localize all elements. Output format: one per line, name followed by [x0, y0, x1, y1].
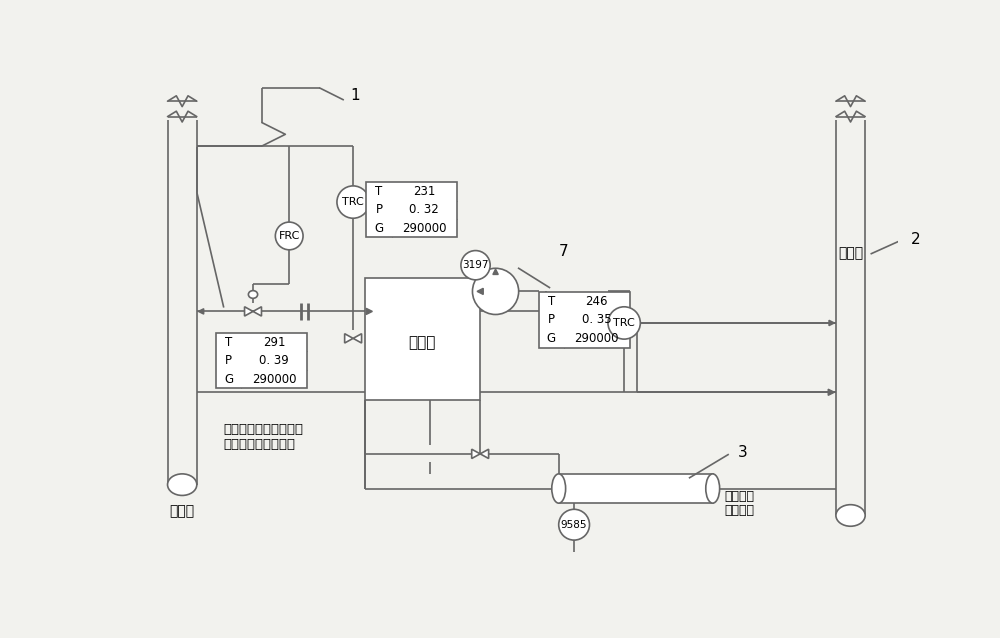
Text: 稳定塔: 稳定塔: [838, 247, 863, 261]
Text: TRC: TRC: [342, 197, 364, 207]
Text: P: P: [375, 204, 382, 216]
Polygon shape: [829, 320, 834, 325]
Text: 290000: 290000: [252, 373, 296, 385]
Ellipse shape: [836, 505, 865, 526]
Polygon shape: [198, 309, 204, 314]
Ellipse shape: [248, 291, 258, 299]
Text: P: P: [548, 313, 555, 327]
Text: 0. 39: 0. 39: [259, 354, 289, 367]
Text: 291: 291: [263, 336, 285, 349]
Polygon shape: [366, 308, 372, 315]
Bar: [216, 333, 307, 389]
Bar: [539, 292, 630, 348]
Ellipse shape: [168, 474, 197, 496]
Circle shape: [275, 222, 303, 250]
Text: G: G: [224, 373, 233, 385]
Text: 231: 231: [413, 185, 436, 198]
Polygon shape: [477, 288, 483, 295]
Polygon shape: [253, 307, 261, 316]
Text: 3197: 3197: [462, 260, 489, 271]
Text: 290000: 290000: [402, 222, 447, 235]
Ellipse shape: [706, 474, 720, 503]
Text: T: T: [548, 295, 555, 308]
Text: 稳定塔塔: 稳定塔塔: [724, 490, 754, 503]
Text: 一中段油自分馏塔抚出: 一中段油自分馏塔抚出: [224, 423, 304, 436]
Text: 1: 1: [351, 88, 360, 103]
Text: G: G: [547, 332, 556, 345]
Text: T: T: [225, 336, 232, 349]
Text: 分馏塔: 分馏塔: [170, 505, 195, 519]
Text: P: P: [225, 354, 232, 367]
Text: FRC: FRC: [279, 231, 300, 241]
Text: G: G: [374, 222, 383, 235]
Text: TRC: TRC: [613, 318, 635, 328]
Circle shape: [461, 251, 490, 280]
Text: 2: 2: [911, 232, 921, 248]
Bar: [559, 474, 713, 503]
Polygon shape: [345, 334, 353, 343]
Polygon shape: [245, 307, 253, 316]
Text: 246: 246: [586, 295, 608, 308]
Circle shape: [337, 186, 369, 218]
Text: 0. 35: 0. 35: [582, 313, 612, 327]
Polygon shape: [828, 389, 834, 396]
Polygon shape: [472, 449, 480, 459]
Circle shape: [559, 509, 590, 540]
Text: 至稳定塔塔底再汸器: 至稳定塔塔底再汸器: [224, 438, 296, 451]
Text: 热媒水: 热媒水: [409, 336, 436, 350]
Circle shape: [608, 307, 640, 339]
Polygon shape: [353, 334, 362, 343]
Ellipse shape: [552, 474, 566, 503]
Text: 0. 32: 0. 32: [409, 204, 439, 216]
Text: 290000: 290000: [575, 332, 619, 345]
Polygon shape: [493, 269, 498, 274]
Bar: [365, 278, 480, 400]
Bar: [366, 182, 457, 237]
Text: T: T: [375, 185, 383, 198]
Polygon shape: [480, 449, 489, 459]
Text: 3: 3: [737, 445, 747, 460]
Text: 底再汸器: 底再汸器: [724, 503, 754, 517]
Circle shape: [472, 269, 519, 315]
Text: 7: 7: [559, 244, 568, 259]
Text: 9585: 9585: [561, 520, 587, 530]
